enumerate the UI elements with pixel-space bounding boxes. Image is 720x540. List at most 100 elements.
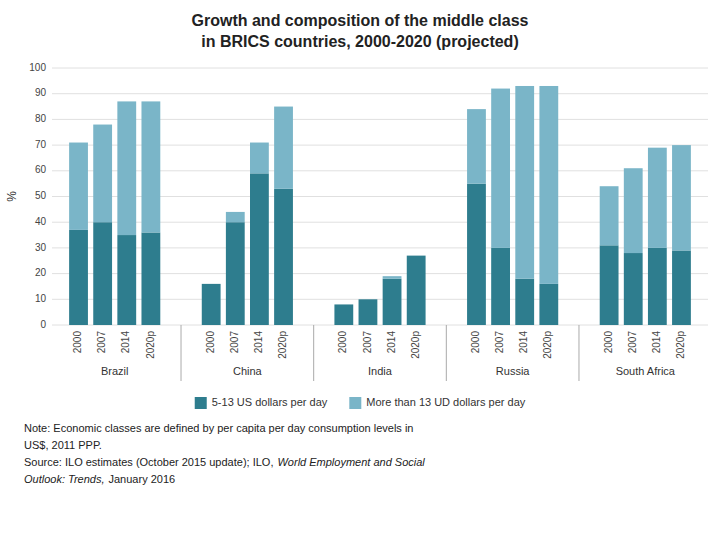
chart: Growth and composition of the middle cla… — [0, 0, 720, 540]
bar-segment — [93, 125, 112, 223]
x-tick-label: 2020p — [542, 331, 553, 359]
y-tick-label: 10 — [35, 293, 47, 304]
bar-segment — [539, 284, 558, 325]
title: Growth and composition of the middle cla… — [192, 12, 529, 29]
x-tick-label: 2007 — [494, 331, 505, 354]
x-tick-label: 2014 — [120, 331, 131, 354]
bar-segment — [648, 248, 667, 325]
bar-segment — [624, 253, 643, 325]
y-tick-label: 80 — [35, 113, 47, 124]
bar-segment — [539, 86, 558, 284]
group-separator — [181, 325, 182, 381]
note-part: Note: Economic classes are defined by pe… — [24, 422, 414, 434]
bar-segment — [274, 107, 293, 189]
x-tick-label: 2000 — [470, 331, 481, 354]
bar-segment — [141, 101, 160, 232]
x-tick-label: 2014 — [518, 331, 529, 354]
note-part: January 2016 — [109, 473, 176, 485]
note: Note: Economic classes are defined by pe… — [24, 422, 414, 434]
bar-segment — [250, 173, 269, 325]
bar-segment — [202, 283, 221, 284]
group-label: Russia — [496, 365, 531, 377]
group-separator — [313, 325, 314, 381]
note-part: Outlook: Trends, — [24, 473, 105, 485]
y-tick-label: 60 — [35, 164, 47, 175]
bars — [69, 86, 691, 325]
x-tick-label: 2007 — [362, 331, 373, 354]
bar-segment — [600, 245, 619, 325]
bar-segment — [117, 101, 136, 235]
bar-segment — [250, 143, 269, 174]
x-tick-label: 2007 — [96, 331, 107, 354]
grid — [52, 68, 708, 325]
bar-segment — [648, 148, 667, 248]
bar-segment — [334, 304, 353, 325]
bar-segment — [600, 186, 619, 245]
bar-segment — [226, 222, 245, 325]
bar-segment — [383, 279, 402, 325]
y-tick-label: 90 — [35, 87, 47, 98]
bar-segment — [117, 235, 136, 325]
x-tick-label: 2020p — [410, 331, 421, 359]
legend: 5-13 US dollars per day More than 13 UD d… — [195, 396, 526, 409]
bar-segment — [515, 279, 534, 325]
legend-label: More than 13 UD dollars per day — [366, 396, 525, 408]
group-label: South Africa — [616, 365, 676, 377]
bar-segment — [467, 184, 486, 325]
bar-segment — [202, 284, 221, 325]
x-tick-label: 2000 — [72, 331, 83, 354]
note-part: World Employment and Social — [277, 456, 425, 468]
bar-segment — [359, 299, 378, 300]
group-separator — [578, 325, 579, 381]
x-tick-label: 2014 — [386, 331, 397, 354]
x-tick-label: 2000 — [205, 331, 216, 354]
y-tick-label: 70 — [35, 139, 47, 150]
y-tick-label: 30 — [35, 242, 47, 253]
x-tick-label: 2000 — [337, 331, 348, 354]
x-tick-label: 2020p — [277, 331, 288, 359]
grid-line — [52, 68, 708, 69]
subtitle: in BRICS countries, 2000-2020 (projected… — [201, 33, 518, 50]
x-tick-label: 2020p — [675, 331, 686, 359]
bar-segment — [274, 189, 293, 325]
y-tick-label: 40 — [35, 216, 47, 227]
group-separator — [446, 325, 447, 381]
bar-segment — [672, 145, 691, 250]
bar-segment — [467, 109, 486, 184]
bar-segment — [624, 168, 643, 253]
bar-segment — [383, 276, 402, 279]
bar-segment — [359, 299, 378, 325]
y-tick-label: 20 — [35, 267, 47, 278]
bar-segment — [672, 250, 691, 325]
bar-segment — [93, 222, 112, 325]
y-tick-label: 0 — [40, 319, 46, 330]
y-axis-label: % — [5, 191, 19, 202]
bar-segment — [407, 255, 426, 256]
note: US$, 2011 PPP. — [24, 439, 102, 451]
group-label: India — [368, 365, 393, 377]
bar-segment — [491, 89, 510, 248]
legend-label: 5-13 US dollars per day — [212, 396, 328, 408]
bar-segment — [226, 212, 245, 222]
x-tick-label: 2020p — [145, 331, 156, 359]
y-tick-label: 50 — [35, 190, 47, 201]
x-tick-label: 2014 — [253, 331, 264, 354]
x-tick-label: 2014 — [651, 331, 662, 354]
x-tick-label: 2000 — [603, 331, 614, 354]
group-label: China — [233, 365, 263, 377]
grid-line — [52, 93, 708, 94]
note: Source: ILO estimates (October 2015 upda… — [24, 456, 425, 468]
group-label: Brazil — [101, 365, 129, 377]
x-tick-label: 2007 — [627, 331, 638, 354]
bar-segment — [515, 86, 534, 279]
y-tick-label: 100 — [29, 62, 46, 73]
bar-segment — [407, 256, 426, 325]
legend-swatch — [195, 397, 207, 409]
bar-segment — [141, 232, 160, 325]
bar-segment — [334, 304, 353, 305]
bar-segment — [69, 230, 88, 325]
note: Outlook: Trends, January 2016 — [24, 473, 175, 485]
legend-swatch — [349, 397, 361, 409]
note-part: Source: ILO estimates (October 2015 upda… — [24, 456, 273, 468]
bar-segment — [491, 248, 510, 325]
